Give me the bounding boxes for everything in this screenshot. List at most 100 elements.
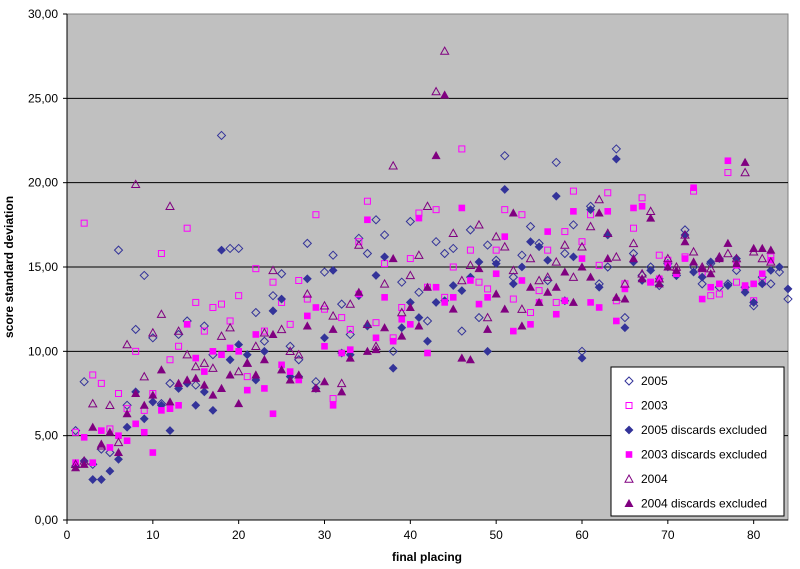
data-point — [96, 444, 107, 454]
y-tick-label: 10,00 — [28, 344, 58, 358]
data-point — [252, 331, 260, 338]
data-point — [336, 378, 347, 388]
y-tick-label: 25,00 — [28, 91, 58, 105]
data-point — [621, 285, 629, 293]
data-point — [338, 314, 346, 322]
data-point — [295, 276, 303, 284]
data-point — [268, 265, 278, 275]
data-point — [294, 355, 304, 365]
data-point — [707, 283, 715, 291]
data-point — [303, 295, 311, 303]
data-point — [389, 337, 397, 345]
data-point — [602, 228, 613, 237]
data-point — [225, 355, 235, 365]
data-point — [630, 204, 637, 212]
data-point — [405, 302, 415, 311]
data-point — [139, 270, 149, 281]
data-point — [724, 157, 732, 165]
data-point — [276, 324, 287, 334]
data-point — [114, 454, 123, 464]
legend-label: 2004 — [641, 472, 668, 486]
x-tick-label: 80 — [747, 528, 761, 542]
data-point — [123, 437, 131, 445]
data-point — [122, 422, 132, 432]
data-point — [594, 282, 604, 292]
data-point — [448, 281, 458, 290]
data-point — [543, 255, 553, 265]
data-point — [749, 243, 759, 252]
y-tick-labels: 0,00 5,00 10,00 15,00 20,00 25,00 30,00 — [28, 7, 67, 527]
legend-marker — [624, 498, 634, 508]
data-point — [250, 341, 261, 350]
data-point — [225, 322, 235, 332]
data-point — [97, 379, 105, 387]
data-point — [285, 341, 295, 351]
data-point — [381, 294, 388, 301]
data-point — [689, 267, 699, 277]
data-point — [218, 300, 225, 308]
data-point — [345, 353, 355, 362]
data-point — [285, 375, 295, 384]
data-point — [655, 251, 663, 259]
data-point — [329, 402, 337, 409]
data-point — [199, 321, 210, 331]
data-point — [157, 250, 165, 258]
data-point — [89, 371, 97, 379]
data-point — [441, 299, 448, 306]
data-point — [637, 274, 647, 283]
data-point — [96, 439, 106, 448]
data-point — [741, 282, 749, 289]
data-point — [88, 475, 98, 484]
legend-marker — [625, 451, 633, 458]
data-point — [312, 304, 320, 311]
data-point — [422, 282, 433, 291]
data-point — [740, 157, 750, 166]
data-point — [156, 365, 166, 374]
data-point — [71, 463, 81, 472]
data-point — [354, 233, 364, 244]
y-tick-label: 0,00 — [35, 513, 59, 527]
data-point — [87, 398, 98, 408]
data-point — [132, 420, 139, 428]
data-point — [630, 224, 637, 232]
legend-marker — [624, 473, 634, 483]
data-point — [259, 355, 269, 364]
x-tick-labels: 0 10 20 30 40 50 60 70 80 — [64, 520, 761, 542]
data-point — [277, 365, 287, 374]
data-point — [105, 466, 115, 476]
data-point — [587, 299, 594, 306]
data-point — [328, 265, 338, 275]
data-point — [688, 246, 699, 256]
data-point — [191, 380, 201, 390]
data-point — [663, 262, 673, 271]
data-point — [388, 346, 398, 357]
data-point — [199, 380, 209, 389]
data-point — [89, 459, 97, 466]
data-point — [491, 289, 501, 298]
legend-label: 2003 discards excluded — [641, 448, 767, 462]
data-point — [130, 324, 141, 335]
data-point — [242, 358, 252, 367]
data-point — [595, 304, 603, 311]
data-point — [552, 298, 560, 306]
data-point — [414, 287, 424, 298]
data-point — [173, 329, 184, 340]
data-point — [182, 349, 193, 359]
data-point — [371, 215, 381, 225]
data-point — [457, 286, 467, 296]
data-point — [578, 238, 586, 246]
data-point — [482, 312, 493, 322]
data-point — [475, 278, 483, 286]
data-point — [595, 261, 603, 269]
data-point — [225, 243, 235, 254]
data-point — [192, 298, 200, 306]
data-point — [336, 299, 347, 309]
data-point — [518, 277, 526, 284]
data-point — [543, 287, 553, 296]
data-point — [414, 250, 424, 259]
data-point — [353, 240, 364, 249]
data-point — [448, 228, 459, 237]
data-point — [216, 331, 227, 340]
data-point — [654, 279, 664, 288]
y-tick-label: 5,00 — [35, 429, 59, 443]
